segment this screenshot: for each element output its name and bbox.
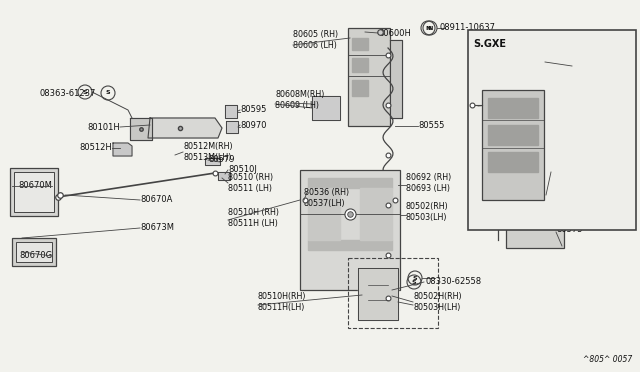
Polygon shape: [130, 118, 152, 140]
Polygon shape: [308, 188, 340, 240]
Text: N: N: [428, 26, 433, 31]
Bar: [14, 172, 54, 212]
Text: 80670M: 80670M: [18, 182, 52, 190]
Text: 80510H (RH)
80511H (LH): 80510H (RH) 80511H (LH): [228, 208, 279, 228]
Text: S: S: [412, 279, 416, 285]
Text: 80536 (RH)
80537(LH): 80536 (RH) 80537(LH): [304, 188, 349, 208]
Text: 80570A: 80570A: [528, 187, 560, 196]
Text: 80550H(RH)
80550J(LH): 80550H(RH) 80550J(LH): [572, 53, 621, 73]
Text: 80575: 80575: [556, 225, 582, 234]
Text: S: S: [413, 276, 417, 280]
Text: 80512M(RH)
80513M(LH): 80512M(RH) 80513M(LH): [183, 142, 232, 162]
Text: 80595: 80595: [240, 106, 266, 115]
Text: 80608M(RH)
80609 (LH): 80608M(RH) 80609 (LH): [275, 90, 324, 110]
Polygon shape: [225, 105, 237, 118]
Text: ^805^ 0057: ^805^ 0057: [583, 355, 632, 364]
Text: 80570M: 80570M: [541, 169, 575, 177]
Bar: [348, 28, 390, 126]
Polygon shape: [390, 40, 402, 118]
Polygon shape: [358, 268, 398, 320]
Text: 80579: 80579: [208, 155, 234, 164]
Polygon shape: [488, 98, 538, 118]
Polygon shape: [226, 121, 238, 133]
Polygon shape: [360, 188, 392, 240]
Polygon shape: [352, 58, 368, 72]
Text: 80502(RH)
80503(LH): 80502(RH) 80503(LH): [406, 202, 449, 222]
Text: S: S: [83, 90, 87, 94]
Text: 80510 (RH)
80511 (LH): 80510 (RH) 80511 (LH): [228, 173, 273, 193]
Text: 80101H: 80101H: [87, 122, 120, 131]
Polygon shape: [488, 125, 538, 145]
Text: 80510H(RH)
80511H(LH): 80510H(RH) 80511H(LH): [258, 292, 307, 312]
Polygon shape: [352, 38, 368, 50]
Bar: [348, 258, 438, 328]
Polygon shape: [312, 96, 340, 120]
Text: 08330-62558: 08330-62558: [426, 278, 482, 286]
Text: 80510J: 80510J: [228, 166, 257, 174]
Polygon shape: [218, 172, 230, 180]
Text: S.GXE: S.GXE: [473, 39, 506, 49]
Polygon shape: [488, 152, 538, 172]
Text: S: S: [106, 90, 110, 96]
Bar: [12, 238, 56, 266]
Polygon shape: [308, 240, 392, 250]
Text: 80970: 80970: [240, 121, 266, 129]
Polygon shape: [308, 178, 392, 188]
Polygon shape: [205, 158, 220, 165]
Text: 80670G: 80670G: [19, 251, 52, 260]
Bar: [468, 30, 636, 230]
Text: 80692 (RH)
80693 (LH): 80692 (RH) 80693 (LH): [406, 173, 451, 193]
Polygon shape: [148, 118, 222, 138]
Polygon shape: [352, 80, 368, 96]
Bar: [10, 168, 58, 216]
Bar: [506, 170, 564, 248]
Text: 80600H: 80600H: [378, 29, 411, 38]
Bar: [300, 170, 400, 290]
Text: 80512H: 80512H: [79, 144, 112, 153]
Bar: [482, 90, 544, 200]
Text: 08911-10637: 08911-10637: [440, 23, 496, 32]
Text: 80673M: 80673M: [140, 224, 174, 232]
Polygon shape: [113, 143, 132, 156]
Polygon shape: [512, 178, 524, 198]
Text: 80550M (RH)
80551M (LH): 80550M (RH) 80551M (LH): [551, 160, 603, 180]
Text: 08363-61237: 08363-61237: [40, 89, 96, 97]
Text: 80605 (RH)
80606 (LH): 80605 (RH) 80606 (LH): [293, 30, 338, 50]
Polygon shape: [512, 208, 524, 228]
Bar: [16, 242, 52, 262]
Text: 80550A: 80550A: [503, 97, 535, 106]
Text: 80670A: 80670A: [140, 196, 172, 205]
Text: 80555: 80555: [418, 122, 444, 131]
Text: 80502H(RH)
80503H(LH): 80502H(RH) 80503H(LH): [413, 292, 461, 312]
Text: N: N: [426, 26, 431, 31]
